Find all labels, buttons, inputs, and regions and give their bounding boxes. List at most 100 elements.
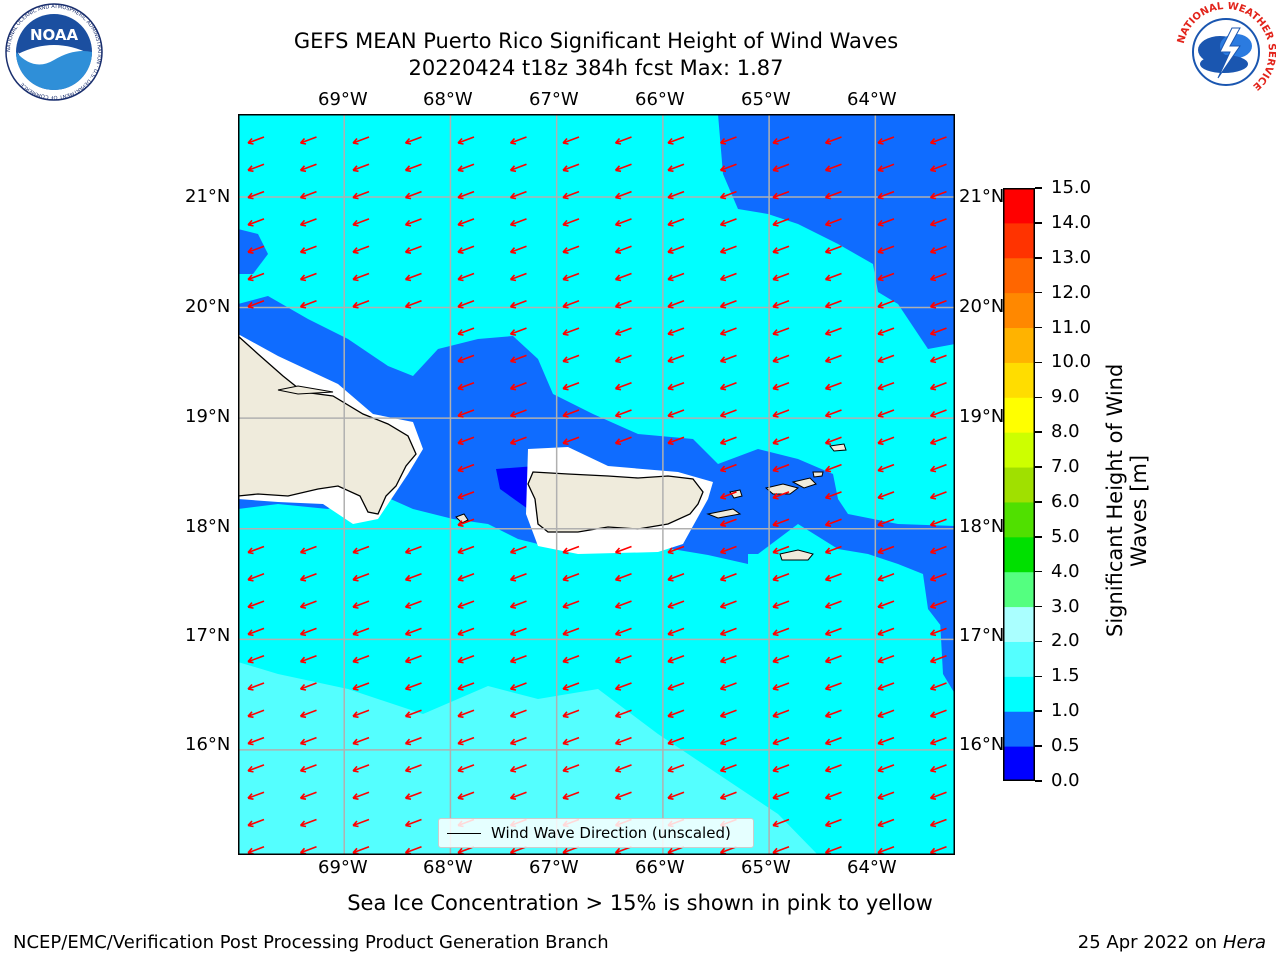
wave-direction-arrow xyxy=(929,654,947,664)
wave-direction-arrow xyxy=(299,791,317,800)
colorbar-swatch xyxy=(1003,606,1035,642)
wave-direction-arrow xyxy=(877,300,895,309)
colorbar-tick xyxy=(1035,640,1042,643)
wave-direction-arrow xyxy=(719,545,737,555)
colorbar-tick xyxy=(1035,605,1042,608)
lon-label-bottom-67w: 67°W xyxy=(529,857,579,878)
wave-direction-arrow xyxy=(772,245,790,254)
wave-direction-arrow xyxy=(772,463,790,473)
map-gridlines xyxy=(238,114,955,855)
wave-direction-arrow xyxy=(404,764,422,773)
wave-direction-arrow xyxy=(824,709,842,719)
wave-direction-arrow xyxy=(509,791,527,800)
colorbar-swatch xyxy=(1003,467,1035,503)
wave-direction-arrow xyxy=(824,245,842,254)
wave-direction-arrow xyxy=(457,300,475,309)
wave-direction-arrow xyxy=(404,163,422,173)
wave-direction-arrow xyxy=(614,409,632,418)
wave-direction-arrow xyxy=(719,272,737,282)
wave-direction-arrow xyxy=(929,436,947,446)
lat-label-right-20n: 20°N xyxy=(959,296,1003,317)
wave-direction-arrow xyxy=(929,136,947,145)
wave-direction-arrow xyxy=(824,818,842,828)
wave-direction-arrow xyxy=(824,381,842,391)
wave-direction-arrow xyxy=(562,654,580,664)
wave-direction-arrow xyxy=(929,682,947,691)
wave-direction-arrow xyxy=(929,190,947,200)
lat-label-left-21n: 21°N xyxy=(185,186,231,207)
wave-direction-arrow xyxy=(352,190,370,200)
wave-direction-arrow xyxy=(877,818,895,828)
lon-label-bottom-64w: 64°W xyxy=(847,857,897,878)
map-region-15-20m xyxy=(238,662,818,855)
wave-direction-arrow xyxy=(929,163,947,173)
colorbar-swatch xyxy=(1003,676,1035,712)
wave-direction-arrow xyxy=(667,654,685,664)
wave-direction-arrow xyxy=(247,600,265,609)
wave-direction-arrow xyxy=(509,736,527,746)
wave-direction-arrow xyxy=(404,818,422,828)
wave-direction-arrow xyxy=(929,491,947,500)
wave-direction-arrow xyxy=(457,654,475,664)
colorbar-tick xyxy=(1035,745,1042,747)
wave-direction-arrow xyxy=(614,682,632,691)
wave-direction-arrow xyxy=(457,627,475,637)
colorbar-swatch xyxy=(1003,327,1035,363)
lon-label-top-68w: 68°W xyxy=(423,89,473,110)
wave-direction-arrow xyxy=(352,736,370,746)
wave-direction-arrow xyxy=(929,600,947,609)
wave-direction-arrow xyxy=(614,709,632,719)
colorbar-tick-label: 0.5 xyxy=(1051,735,1080,757)
wave-direction-arrow xyxy=(562,764,580,773)
wave-direction-arrow xyxy=(719,218,737,227)
wave-direction-arrow xyxy=(299,654,317,664)
wave-direction-arrow xyxy=(352,818,370,828)
wave-direction-arrow xyxy=(247,682,265,691)
wave-direction-arrow xyxy=(614,573,632,582)
wave-direction-arrow xyxy=(824,163,842,173)
wave-direction-arrow xyxy=(772,627,790,637)
wave-direction-arrow xyxy=(457,491,475,500)
wave-direction-arrow xyxy=(457,736,475,746)
wave-direction-arrow xyxy=(562,682,580,691)
wave-direction-arrow xyxy=(719,491,737,500)
wave-direction-arrow xyxy=(457,791,475,800)
wave-direction-arrow xyxy=(877,545,895,555)
wave-direction-arrow xyxy=(772,300,790,309)
wave-direction-arrow xyxy=(877,327,895,336)
wave-direction-arrow xyxy=(614,245,632,254)
wave-direction-arrow xyxy=(509,381,527,391)
wave-direction-arrow xyxy=(509,163,527,173)
wave-direction-arrow xyxy=(404,272,422,282)
wave-direction-arrow xyxy=(509,409,527,418)
wave-direction-arrow xyxy=(772,409,790,418)
colorbar-tick xyxy=(1035,361,1042,364)
wave-direction-arrow xyxy=(352,573,370,582)
wave-direction-arrow xyxy=(247,136,265,145)
wave-direction-arrow xyxy=(352,245,370,254)
wave-direction-arrow xyxy=(299,136,317,145)
wave-direction-arrow xyxy=(299,709,317,719)
wave-direction-arrow xyxy=(877,245,895,254)
wave-direction-arrow xyxy=(562,573,580,582)
colorbar-tick xyxy=(1035,675,1042,678)
colorbar-tick-label: 13.0 xyxy=(1051,246,1092,268)
wave-direction-arrow xyxy=(614,327,632,336)
wave-direction-arrow xyxy=(562,327,580,336)
wave-direction-arrow xyxy=(247,818,265,828)
colorbar-swatch xyxy=(1003,746,1035,781)
wave-direction-arrow xyxy=(719,381,737,391)
wave-direction-arrow xyxy=(772,682,790,691)
wave-direction-arrow xyxy=(667,573,685,582)
lon-label-bottom-66w: 66°W xyxy=(635,857,685,878)
nws-logo: NATIONAL WEATHER SERVICE xyxy=(1176,2,1276,100)
colorbar-tick xyxy=(1035,501,1042,503)
wave-direction-arrow xyxy=(509,327,527,336)
wave-direction-arrow xyxy=(877,381,895,391)
wave-direction-arrow xyxy=(772,354,790,364)
wave-height-map xyxy=(238,114,955,855)
wave-direction-arrow xyxy=(247,709,265,719)
wave-direction-arrow xyxy=(719,600,737,609)
wave-direction-arrow xyxy=(614,791,632,800)
wave-direction-arrow xyxy=(772,163,790,173)
